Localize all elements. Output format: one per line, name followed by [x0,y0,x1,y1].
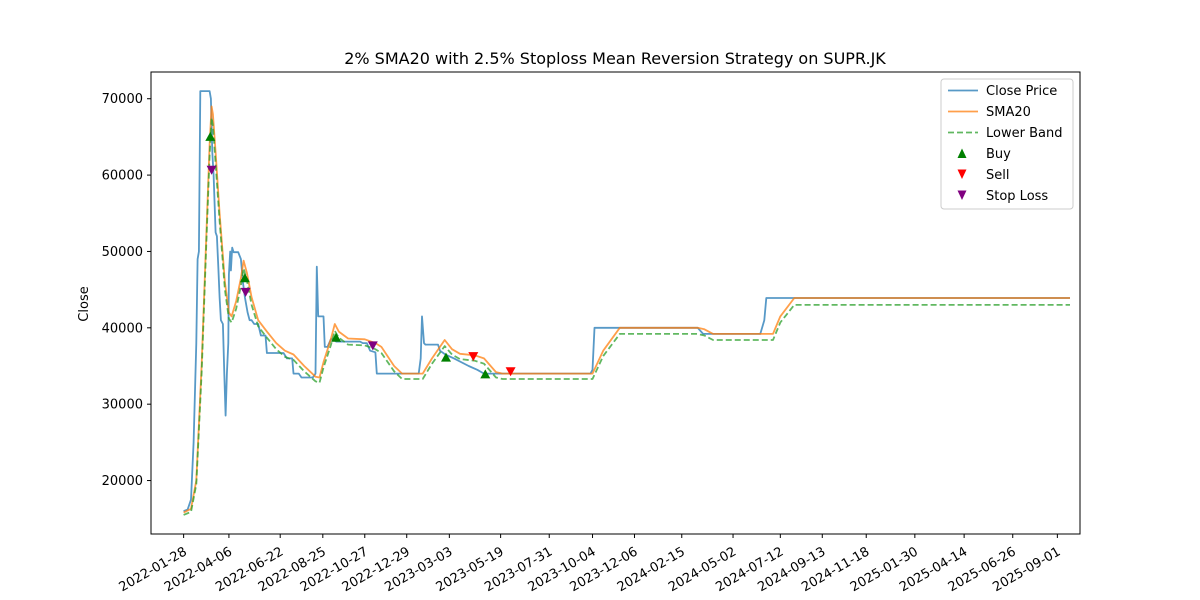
marker-layer [205,131,516,379]
legend-buy-label: Buy [986,147,1011,162]
buy-marker [331,332,342,342]
legend-sell-label: Sell [986,168,1009,183]
legend-stop-loss-marker [957,190,967,200]
buy-marker [239,273,250,283]
y-tick-label: 40000 [102,321,143,336]
legend-sell-marker [957,169,967,179]
y-tick-label: 60000 [102,169,143,184]
y-tick-label: 30000 [102,398,143,413]
chart-title: 2% SMA20 with 2.5% Stoploss Mean Reversi… [344,49,886,68]
buy-marker [205,131,216,141]
legend-stop-loss-label: Stop Loss [986,189,1048,204]
plot-area-frame [150,71,1081,535]
sell-marker [505,367,516,377]
y-tick-label: 50000 [102,245,143,260]
series-layer [183,90,1070,516]
y-tick-label: 70000 [102,92,143,107]
legend-close-price-label: Close Price [986,84,1057,99]
y-tick-label: 20000 [102,474,143,489]
legend-buy-marker [957,148,967,158]
legend-sma20-label: SMA20 [986,105,1031,120]
series-line-lower-band [183,116,1070,516]
legend-lower-band-label: Lower Band [986,126,1062,141]
buy-marker [480,369,491,379]
sell-marker [468,352,479,362]
stop-loss-marker [240,287,251,297]
buy-marker [441,352,451,362]
legend: Close Price SMA20 Lower Band Buy Sell St… [940,78,1074,210]
series-line-close-price [183,90,1070,512]
stop-loss-marker [206,165,217,175]
stop-loss-marker [367,341,378,351]
y-axis-label: Close [77,286,92,321]
